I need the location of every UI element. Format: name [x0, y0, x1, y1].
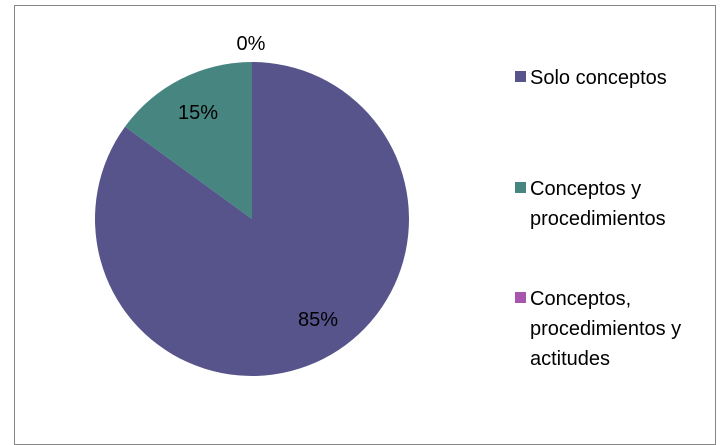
pie-slice-conceptos-y-procedimientos	[124, 62, 252, 219]
data-label-conceptos-y-procedimientos: 15%	[178, 102, 218, 124]
legend-swatch-conceptos-y-procedimientos	[515, 182, 526, 193]
chart-frame: 85% 15% 0% Solo conceptos Conceptos y proc…	[14, 5, 716, 445]
legend-swatch-conceptos-procedimientos-actitudes	[515, 292, 526, 303]
legend-item-conceptos-y-procedimientos: Conceptos y procedimientos	[515, 174, 666, 234]
data-label-solo-conceptos: 85%	[298, 309, 338, 331]
legend-label-conceptos-y-procedimientos: Conceptos y procedimientos	[530, 178, 666, 230]
legend-swatch-solo-conceptos	[515, 71, 526, 82]
data-label-conceptos-procedimientos-actitudes: 0%	[237, 33, 266, 55]
legend-label-solo-conceptos: Solo conceptos	[530, 67, 667, 89]
legend-item-solo-conceptos: Solo conceptos	[515, 63, 667, 93]
pie-slice-solo-conceptos	[94, 62, 410, 377]
legend-label-conceptos-procedimientos-actitudes: Conceptos, procedimientos y actitudes	[530, 288, 682, 370]
legend-item-conceptos-procedimientos-actitudes: Conceptos, procedimientos y actitudes	[515, 284, 681, 374]
pie-chart: 85% 15% 0%	[94, 33, 410, 377]
